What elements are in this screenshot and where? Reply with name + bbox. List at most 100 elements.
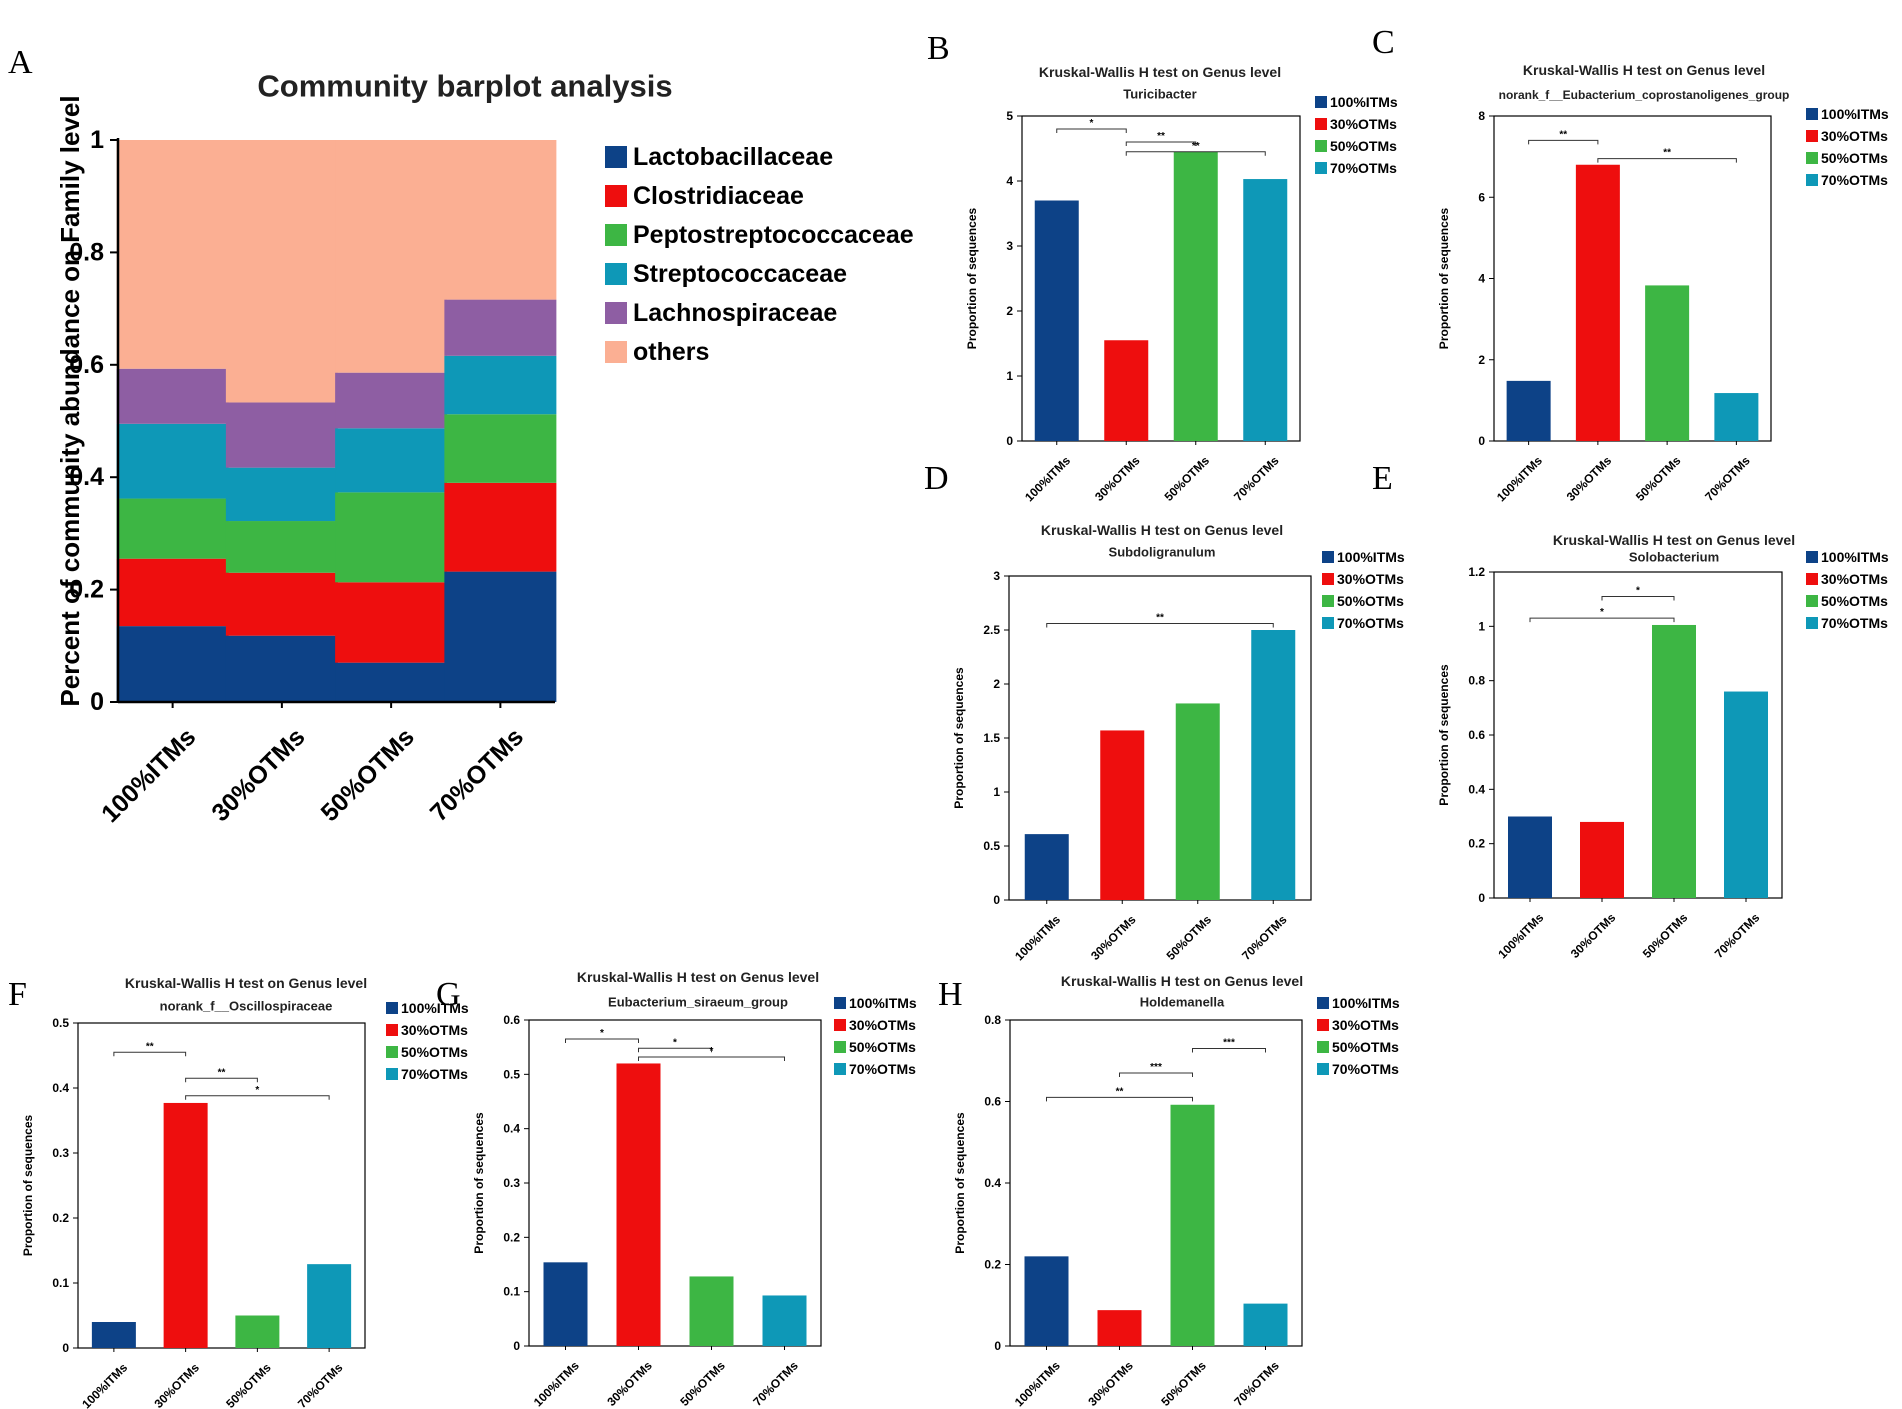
y-tick-label: 0 <box>993 893 1000 907</box>
legend-label: 100%ITMs <box>849 995 917 1011</box>
bar <box>616 1063 661 1346</box>
legend-swatch <box>605 263 627 285</box>
bar <box>1170 1104 1215 1346</box>
y-tick-label: 0.2 <box>69 576 104 604</box>
significance-bracket <box>1528 139 1599 145</box>
significance-bracket <box>1601 595 1675 601</box>
legend-swatch <box>386 1046 398 1058</box>
y-tick-label: 1 <box>90 126 104 154</box>
bar-segment <box>444 414 557 483</box>
y-tick-label: 0 <box>1478 891 1485 905</box>
legend-swatch <box>1806 617 1818 629</box>
significance-label: *** <box>1223 1038 1235 1049</box>
significance-label: * <box>1090 118 1094 129</box>
legend-label: others <box>633 338 709 366</box>
chart-subtitle: Holdemanella <box>1140 995 1225 1010</box>
significance-bracket <box>1046 623 1274 628</box>
y-tick-label: 0 <box>994 1339 1001 1353</box>
bar <box>163 1102 208 1348</box>
bar-segment <box>116 368 229 424</box>
x-tick-label: 70%OTMs <box>1239 912 1290 963</box>
bar-segment <box>225 402 338 468</box>
x-tick-label: 70%OTMs <box>1712 910 1763 961</box>
bar-segment <box>225 467 338 522</box>
legend-swatch <box>605 146 627 168</box>
bar-segment <box>225 140 338 403</box>
significance-label: ** <box>1116 1086 1124 1097</box>
panel-label-h: H <box>938 976 963 1013</box>
y-tick-label: 0.4 <box>69 463 104 491</box>
bar <box>689 1276 734 1346</box>
significance-label: * <box>1636 585 1640 596</box>
bar <box>1724 691 1768 898</box>
y-tick-label: 0 <box>90 688 104 716</box>
bar <box>1251 630 1296 900</box>
y-tick-label: 3 <box>993 569 1000 583</box>
significance-bracket <box>1125 151 1266 156</box>
legend-label: Clostridiaceae <box>633 182 804 210</box>
legend-label: 30%OTMs <box>401 1022 468 1038</box>
legend-label: 70%OTMs <box>1332 1061 1399 1077</box>
x-tick-label: 30%OTMs <box>206 723 310 827</box>
x-tick-label: 30%OTMs <box>1088 912 1139 963</box>
panel-f: F Kruskal-Wallis H test on Genus level nor… <box>8 975 469 1409</box>
legend-swatch <box>834 1019 846 1031</box>
legend-swatch <box>1806 174 1818 186</box>
bar <box>1173 151 1218 441</box>
bar-segment <box>444 571 557 702</box>
chart-subtitle: Subdoligranulum <box>1109 545 1216 560</box>
x-tick-label: 70%OTMs <box>1231 453 1282 504</box>
y-tick-label: 0.6 <box>984 1095 1001 1109</box>
significance-label: ** <box>1663 148 1671 159</box>
legend-swatch <box>386 1024 398 1036</box>
legend-label: 50%OTMs <box>1337 593 1404 609</box>
bar <box>1575 164 1620 441</box>
significance-label: * <box>673 1037 677 1048</box>
legend-label: 100%ITMs <box>401 1000 469 1016</box>
legend-swatch <box>1322 573 1334 585</box>
x-tick-label: 50%OTMs <box>223 1360 274 1409</box>
significance-bracket <box>565 1038 639 1044</box>
bar-segment <box>116 423 229 499</box>
legend-label: 30%OTMs <box>1821 128 1888 144</box>
legend-label: 100%ITMs <box>1332 995 1400 1011</box>
legend-swatch <box>605 185 627 207</box>
bar <box>1243 179 1288 442</box>
legend-swatch <box>605 302 627 324</box>
bar <box>1024 834 1069 900</box>
significance-bracket <box>1125 141 1197 146</box>
bar <box>1100 730 1145 900</box>
y-tick-label: 2.5 <box>983 623 1000 637</box>
panel-label-f: F <box>8 976 27 1013</box>
legend-label: Lactobacillaceae <box>633 143 833 171</box>
y-tick-label: 0 <box>1478 434 1485 448</box>
legend-label: 30%OTMs <box>1337 571 1404 587</box>
legend-label: Peptostreptococcaceae <box>633 221 914 249</box>
legend-swatch <box>386 1002 398 1014</box>
y-axis-label: Proportion of sequences <box>952 667 966 809</box>
y-tick-label: 0.5 <box>52 1016 69 1030</box>
legend-label: 50%OTMs <box>1821 150 1888 166</box>
panel-h: H Kruskal-Wallis H test on Genus level Hol… <box>938 973 1400 1409</box>
y-tick-label: 1 <box>993 785 1000 799</box>
significance-label: ** <box>1157 131 1165 142</box>
x-tick-label: 100%ITMs <box>96 723 201 828</box>
y-axis-label: Proportion of sequences <box>1437 664 1451 806</box>
legend-label: Streptococcaceae <box>633 260 847 288</box>
legend-swatch <box>1317 1063 1329 1075</box>
y-tick-label: 0 <box>1006 434 1013 448</box>
bar-segment <box>444 355 557 415</box>
legend-label: 70%OTMs <box>401 1066 468 1082</box>
y-tick-label: 0 <box>513 1339 520 1353</box>
x-tick-label: 30%OTMs <box>1568 910 1619 961</box>
panel-c: C Kruskal-Wallis H test on Genus level nor… <box>1372 24 1889 504</box>
significance-label: ** <box>1559 129 1567 140</box>
bar <box>1175 703 1220 900</box>
chart-subtitle: Turicibacter <box>1123 87 1196 102</box>
significance-bracket <box>1192 1048 1266 1053</box>
significance-bracket <box>185 1077 258 1083</box>
bar-segment <box>335 582 448 663</box>
y-tick-label: 0.8 <box>984 1013 1001 1027</box>
legend-swatch <box>1806 595 1818 607</box>
bar-segment <box>335 428 448 493</box>
